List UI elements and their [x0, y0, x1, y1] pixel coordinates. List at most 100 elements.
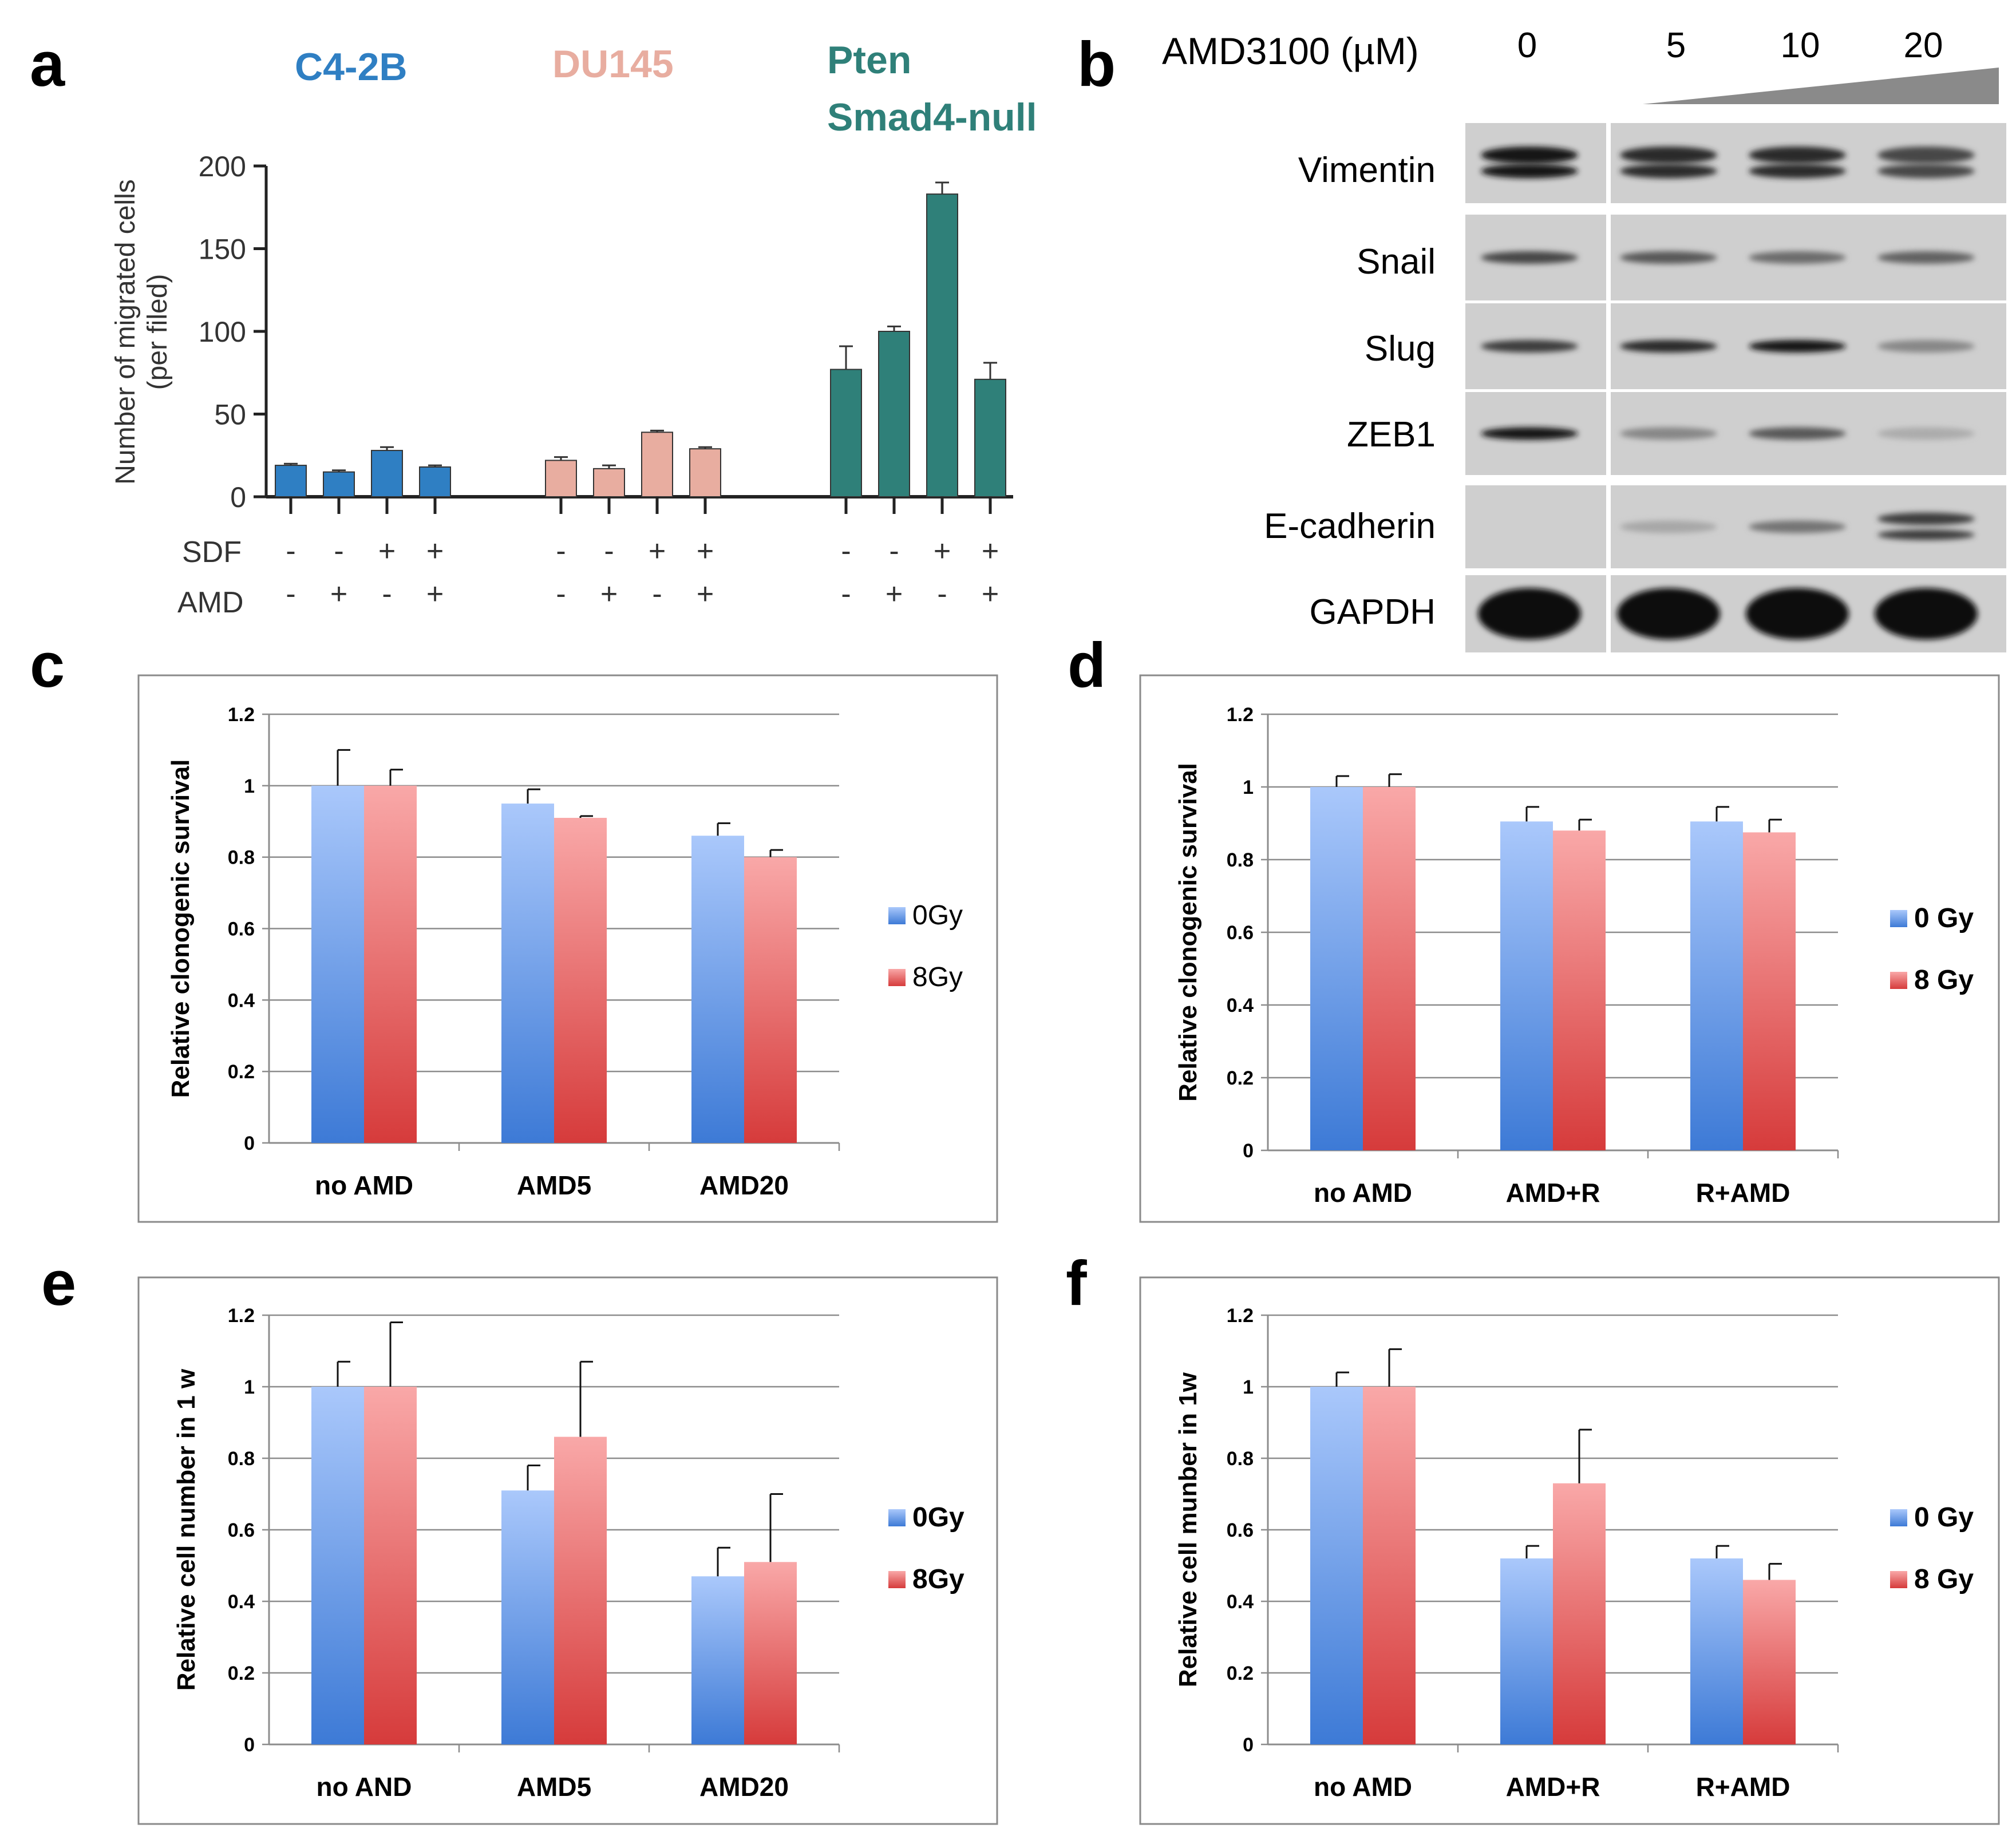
panel-label-a: a [30, 29, 65, 100]
legend-swatch-red [1890, 972, 1907, 989]
panel-label-f: f [1066, 1248, 1087, 1319]
bar-blue [1310, 1387, 1363, 1744]
legend-label: 8Gy [912, 962, 963, 992]
x-tick-label: no AMD [1314, 1178, 1412, 1208]
bar-red [1553, 830, 1606, 1150]
blot-band [1746, 588, 1849, 640]
bar-a [830, 369, 862, 497]
group-label-pten-line2: Smad4-null [827, 96, 1037, 139]
amd-sign: + [982, 577, 999, 611]
x-tick-label: AMD+R [1506, 1178, 1600, 1208]
legend-label: 0 Gy [1914, 1502, 1974, 1533]
dose-gradient-wedge [1643, 68, 1999, 104]
protein-label-slug: Slug [1365, 329, 1436, 369]
protein-label-ecadherin: E-cadherin [1264, 507, 1436, 546]
sdf-sign: + [378, 535, 396, 568]
bar-red [1553, 1483, 1606, 1744]
y-tick-label: 1 [1243, 1376, 1254, 1398]
bar-red [744, 857, 797, 1143]
bar-red [1363, 787, 1416, 1150]
x-tick-label: no AND [317, 1772, 412, 1802]
amd-sign: - [841, 577, 851, 611]
blot-lane-gap [1606, 215, 1611, 300]
blot-band [1875, 588, 1978, 640]
protein-label-zeb1: ZEB1 [1347, 415, 1436, 454]
blot-band [1877, 512, 1975, 525]
bar-blue [691, 836, 744, 1143]
y-tick-label: 0.8 [1227, 849, 1254, 871]
panel-c-frame [137, 674, 998, 1223]
sdf-sign: - [889, 535, 899, 568]
amd-sign: + [426, 577, 444, 611]
bar-blue [1500, 821, 1553, 1150]
blot-band [1877, 340, 1975, 353]
bar-red [1743, 832, 1796, 1150]
y-tick-label: 0.2 [228, 1061, 255, 1083]
amd-sign: + [600, 577, 618, 611]
bar-a [419, 466, 451, 497]
amd-sign: - [937, 577, 947, 611]
x-tick-label: AMD5 [517, 1170, 591, 1200]
panel-b-western-blot: AMD3100 (µM) 0 5 10 20 Vimentin Snail Sl… [1162, 26, 2006, 652]
panel-c-chart: 0 0.2 0.4 0.6 0.8 1 1.2 Relative clonogenic sur… [167, 704, 963, 1200]
legend-label: 0 Gy [1914, 903, 1974, 933]
bar-red [364, 1387, 417, 1744]
legend-label: 8Gy [912, 1564, 964, 1594]
group-label-du145: DU145 [552, 42, 674, 86]
blot-band [1481, 340, 1578, 353]
panel-f-frame [1139, 1276, 2000, 1825]
sdf-sign: - [841, 535, 851, 568]
legend-label: 0Gy [912, 1502, 964, 1533]
dose-5: 5 [1666, 26, 1686, 65]
bar-blue [311, 785, 364, 1143]
y-tick-label: 0.4 [228, 1591, 255, 1613]
blot-band [1749, 147, 1846, 164]
bar-blue [1310, 787, 1363, 1150]
x-tick-label: AMD20 [699, 1772, 789, 1802]
y-tick-label: 0.8 [228, 1448, 255, 1470]
y-tick-label: 1.2 [1227, 704, 1254, 726]
y-axis-label: Relative cell number in 1 w [172, 1368, 200, 1691]
y-tick-label: 0.8 [228, 847, 255, 869]
bar-blue [1690, 821, 1743, 1150]
group-label-c42b: C4-2B [295, 45, 408, 89]
blot-band [1749, 251, 1846, 264]
x-tick-label: AMD20 [699, 1170, 789, 1200]
y-axis-label: Relative clonogenic survival [167, 759, 195, 1098]
y-tick-label: 0.4 [1227, 1591, 1254, 1613]
legend-swatch-blue [888, 907, 906, 924]
blot-band [1620, 164, 1717, 179]
bar-a [974, 378, 1006, 497]
legend-swatch-red [888, 969, 906, 986]
x-tick-label: no AMD [315, 1170, 413, 1200]
legend-swatch-red [1890, 1571, 1907, 1588]
blot-band [1877, 164, 1975, 179]
amd-sign: - [382, 577, 392, 611]
bar-a [641, 432, 673, 497]
bar-a [689, 448, 721, 497]
blot-band [1481, 427, 1578, 440]
panel-d-frame [1139, 674, 2000, 1223]
blot-band [1749, 340, 1846, 353]
legend-swatch-red [888, 1571, 906, 1588]
x-tick-label: AMD+R [1506, 1772, 1600, 1802]
y-tick-label-a: 150 [199, 234, 246, 266]
y-tick-label: 1.2 [228, 704, 255, 726]
bar-blue [1690, 1558, 1743, 1744]
blot-strip-E-cadherin [1465, 485, 2006, 568]
blot-band [1481, 147, 1578, 164]
panel-d-chart: 0 0.2 0.4 0.6 0.8 1 1.2 Relative clonogenic sur… [1174, 704, 1974, 1208]
bar-blue [501, 804, 554, 1143]
x-tick-label: R+AMD [1696, 1772, 1790, 1802]
legend-label: 0Gy [912, 900, 963, 931]
blot-lane-gap [1606, 303, 1611, 389]
y-tick-label: 0.6 [228, 1520, 255, 1541]
y-tick-label: 0.4 [228, 990, 255, 1011]
y-tick-label-a: 0 [230, 481, 246, 513]
panel-label-d: d [1068, 630, 1106, 701]
blot-band [1877, 427, 1975, 440]
bar-red [1363, 1387, 1416, 1744]
legend-swatch-blue [888, 1509, 906, 1526]
y-tick-label-a: 100 [199, 316, 246, 348]
